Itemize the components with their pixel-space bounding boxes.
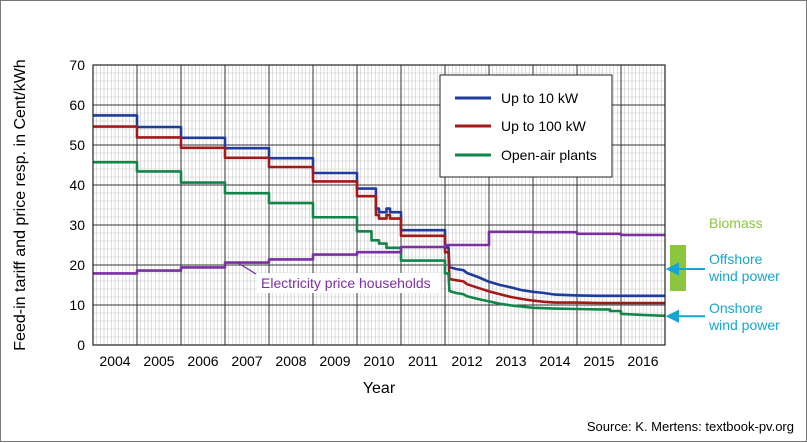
series-line-2 — [93, 160, 666, 318]
electricity-label-bg — [257, 273, 441, 293]
y-tick-label: 60 — [69, 97, 85, 113]
series-line-0 — [93, 114, 665, 298]
legend-label-up-to-100kw: Up to 100 kW — [501, 118, 587, 134]
onshore-label-line2: wind power — [708, 317, 780, 333]
y-tick-label: 0 — [77, 337, 85, 353]
y-tick-label: 30 — [69, 217, 85, 233]
x-tick-label: 2008 — [275, 353, 306, 369]
series-line-1 — [93, 125, 665, 305]
source-note: Source: K. Mertens: textbook-pv.org — [587, 419, 794, 434]
y-tick-label: 40 — [69, 177, 85, 193]
x-tick-label: 2007 — [231, 353, 262, 369]
x-tick-label: 2012 — [451, 353, 482, 369]
offshore-label-line1: Offshore — [709, 251, 763, 267]
x-tick-label: 2013 — [495, 353, 526, 369]
x-tick-label: 2016 — [627, 353, 658, 369]
x-tick-label: 2015 — [583, 353, 614, 369]
y-tick-label: 70 — [69, 57, 85, 73]
legend-label-open-air: Open-air plants — [501, 147, 597, 163]
x-tick-labels: 2004 2005 2006 2007 2008 2009 2010 2011 2012 2013… — [99, 353, 658, 369]
y-axis-title: Feed-in tariff and price resp. in Cent/k… — [12, 59, 29, 350]
offshore-label-line2: wind power — [708, 268, 780, 284]
y-tick-label: 10 — [69, 297, 85, 313]
electricity-pointer — [237, 262, 257, 275]
biomass-label: Biomass — [709, 215, 763, 231]
x-tick-label: 2004 — [99, 353, 130, 369]
x-tick-label: 2014 — [539, 353, 570, 369]
offshore-arrow-icon — [665, 262, 705, 276]
x-tick-label: 2010 — [363, 353, 394, 369]
x-tick-label: 2009 — [319, 353, 350, 369]
y-tick-label: 50 — [69, 137, 85, 153]
y-tick-labels: 0 10 20 30 40 50 60 70 — [69, 57, 85, 353]
plot-border — [92, 64, 666, 346]
x-tick-label: 2005 — [143, 353, 174, 369]
legend: Up to 10 kW Up to 100 kW Open-air plants — [439, 74, 613, 178]
onshore-label-line1: Onshore — [709, 300, 763, 316]
y-tick-label: 20 — [69, 257, 85, 273]
x-tick-label: 2011 — [408, 353, 438, 369]
series-line-3 — [93, 230, 665, 275]
x-axis-title: Year — [363, 380, 396, 397]
onshore-arrow-icon — [665, 309, 705, 323]
electricity-price-label: Electricity price households — [261, 275, 431, 291]
legend-label-up-to-10kw: Up to 10 kW — [501, 90, 579, 106]
x-tick-label: 2006 — [187, 353, 218, 369]
series-layer — [93, 114, 666, 318]
